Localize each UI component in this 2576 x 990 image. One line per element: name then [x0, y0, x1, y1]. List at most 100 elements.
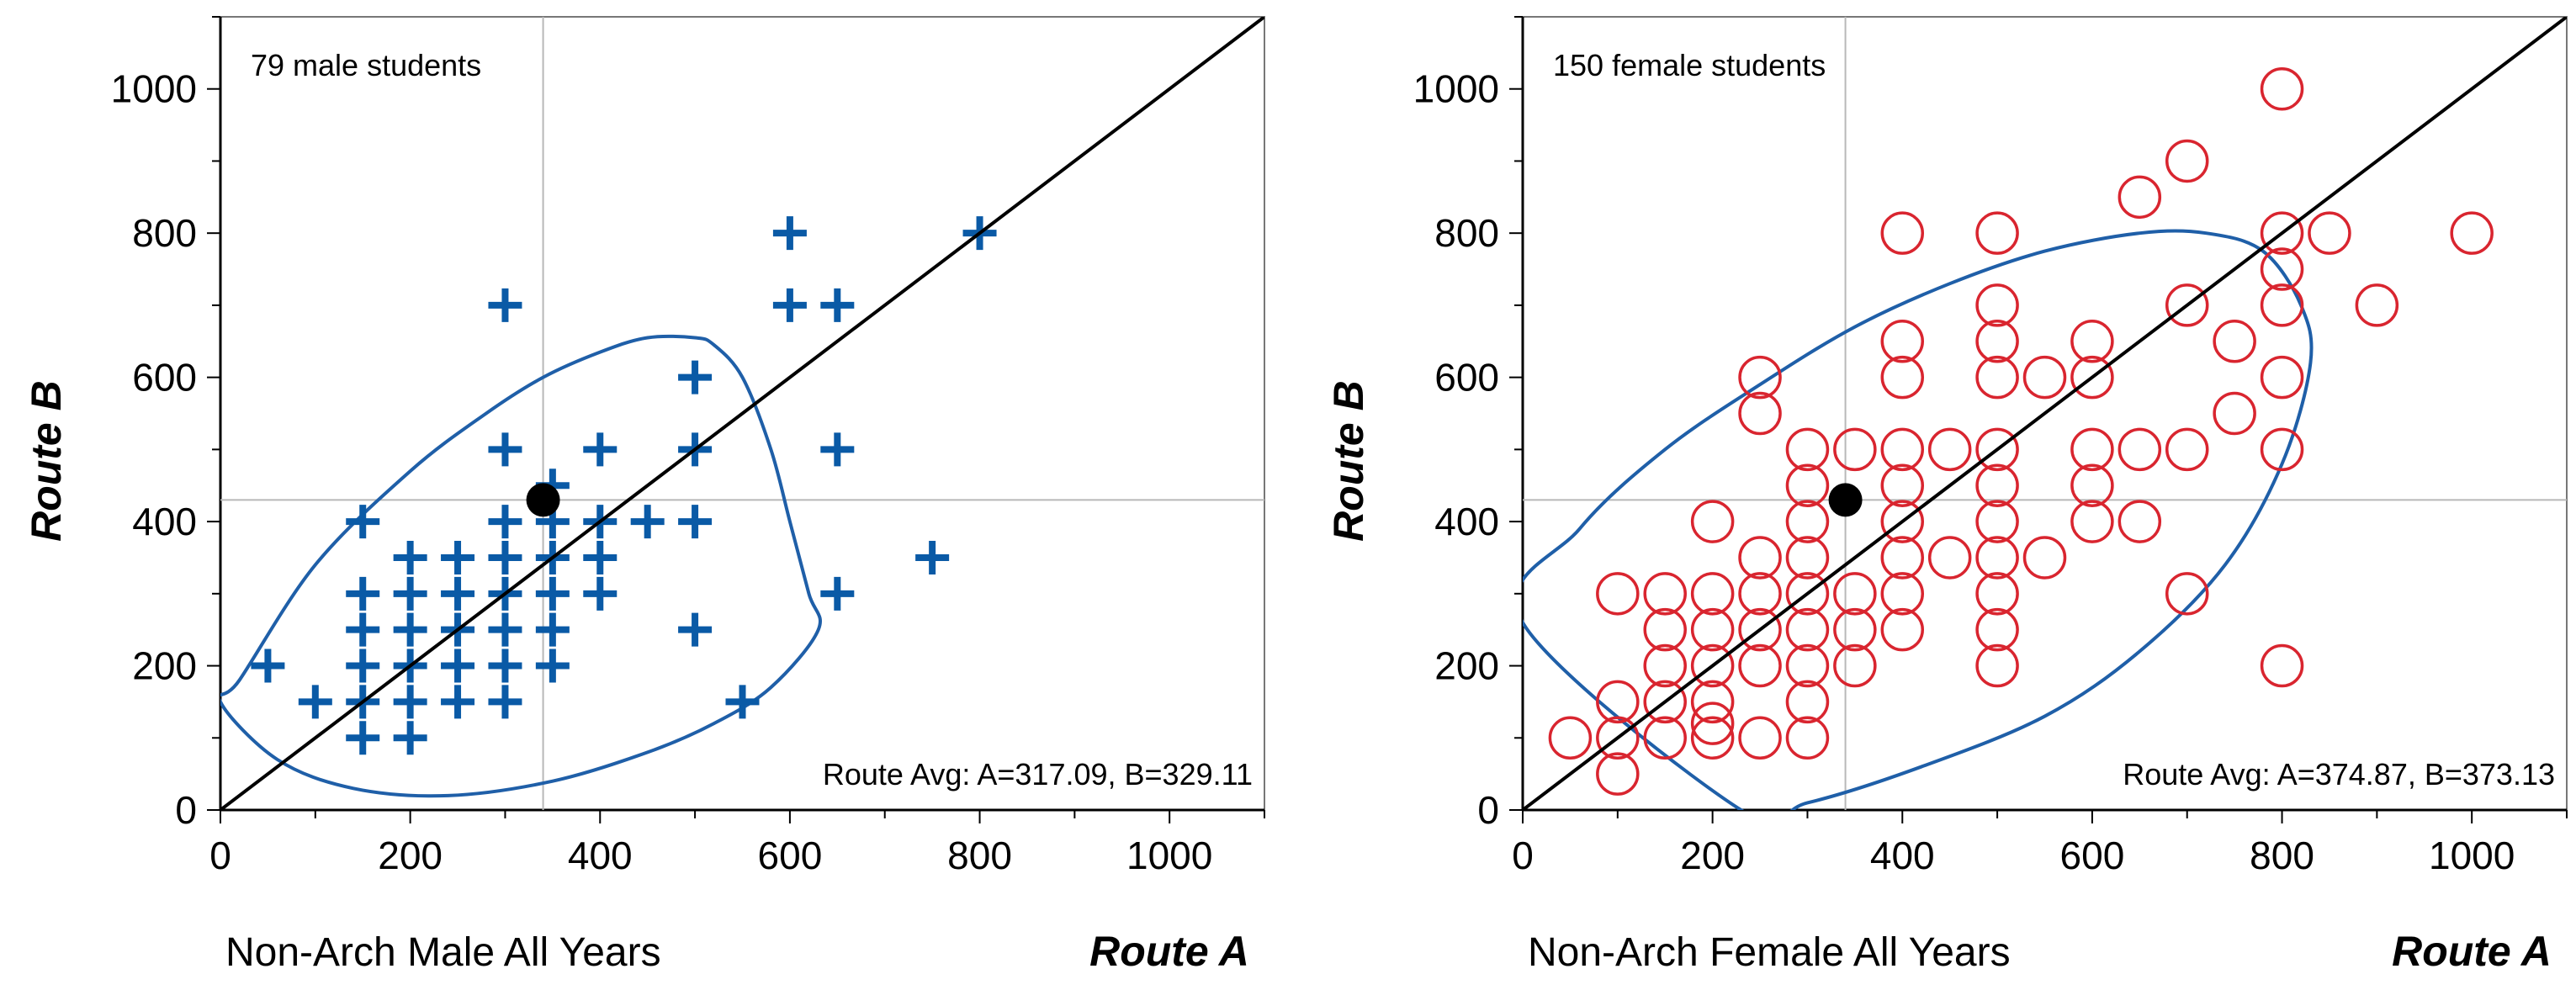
data-point — [1690, 643, 1735, 688]
data-point — [488, 685, 522, 719]
data-point — [393, 540, 427, 574]
x-axis-label: Non-Arch Male All Years — [225, 930, 661, 975]
data-point — [1643, 572, 1687, 616]
data-point — [393, 612, 427, 647]
data-point — [1975, 463, 2019, 507]
data-point — [820, 288, 855, 322]
data-point — [441, 649, 475, 683]
data-point — [1738, 643, 1782, 688]
data-point — [1880, 355, 1925, 400]
data-point — [1880, 211, 1925, 255]
data-point — [2260, 355, 2304, 400]
x-tick-label: 600 — [2060, 834, 2125, 877]
data-point — [1785, 463, 1830, 507]
x-tick-label: 1000 — [2429, 834, 2515, 877]
data-point — [1975, 427, 2019, 472]
data-point — [2070, 500, 2114, 543]
data-point — [1643, 643, 1687, 688]
data-point — [1738, 716, 1782, 760]
data-point — [1596, 572, 1640, 616]
data-point — [1975, 643, 2019, 688]
data-point — [488, 288, 522, 322]
data-point — [2118, 427, 2162, 472]
y-tick-label: 200 — [132, 644, 197, 688]
sample-size-note: 150 female students — [1553, 48, 1826, 82]
data-point — [1596, 752, 1640, 796]
y-tick-label: 200 — [1434, 644, 1499, 688]
data-point — [1738, 572, 1782, 616]
data-point — [2165, 139, 2209, 183]
data-point — [393, 685, 427, 719]
data-point — [2260, 247, 2304, 291]
data-point — [488, 432, 522, 467]
data-point — [1785, 572, 1830, 616]
data-point — [1975, 607, 2019, 652]
data-point — [1927, 427, 1972, 472]
data-point — [772, 216, 807, 251]
x-tick-label: 800 — [947, 834, 1012, 877]
data-point — [488, 540, 522, 574]
data-point — [251, 649, 285, 683]
data-point — [1690, 500, 1735, 543]
data-point — [1690, 572, 1735, 616]
x-axis-title: Route A — [1089, 928, 1249, 975]
data-point — [2118, 175, 2162, 220]
mean-point — [1828, 483, 1863, 517]
data-point — [535, 576, 570, 611]
data-point — [1785, 680, 1830, 724]
data-point — [583, 540, 617, 574]
data-point — [488, 649, 522, 683]
mean-point — [526, 483, 560, 517]
data-point — [1643, 680, 1687, 724]
data-point — [1785, 536, 1830, 580]
data-point — [2260, 283, 2304, 327]
data-point — [1738, 607, 1782, 652]
x-tick-label: 200 — [1680, 834, 1745, 877]
density-ellipse — [1523, 229, 2314, 810]
data-point — [1690, 701, 1735, 745]
x-tick-label: 0 — [209, 834, 231, 877]
data-point — [1785, 716, 1830, 760]
data-point — [1833, 643, 1877, 688]
x-tick-label: 1000 — [1126, 834, 1212, 877]
route-average-note: Route Avg: A=374.87, B=373.13 — [2123, 757, 2555, 791]
x-axis-label: Non-Arch Female All Years — [1528, 930, 2011, 975]
data-point — [2355, 283, 2399, 327]
data-point — [678, 360, 713, 394]
data-point — [1738, 536, 1782, 580]
data-point — [820, 432, 855, 467]
data-point — [1690, 607, 1735, 652]
data-point — [488, 505, 522, 539]
data-point — [2022, 536, 2067, 580]
data-point — [2070, 427, 2114, 472]
density-ellipse — [220, 334, 822, 798]
data-point — [1880, 320, 1925, 363]
data-point — [1596, 680, 1640, 724]
data-point — [1880, 607, 1925, 652]
data-point — [2070, 355, 2114, 400]
data-point — [346, 505, 380, 539]
x-tick-label: 600 — [758, 834, 823, 877]
data-point — [1880, 427, 1925, 472]
y-tick-label: 0 — [1477, 788, 1499, 832]
data-point — [2213, 391, 2256, 436]
data-point — [346, 649, 380, 683]
data-point — [2165, 283, 2209, 327]
x-tick-label: 800 — [2250, 834, 2314, 877]
data-point — [1833, 572, 1877, 616]
x-tick-label: 0 — [1512, 834, 1534, 877]
data-point — [2450, 211, 2494, 255]
x-tick-label: 400 — [568, 834, 633, 877]
data-point — [725, 685, 760, 719]
y-tick-label: 400 — [132, 500, 197, 543]
data-point — [1738, 391, 1782, 436]
data-point — [915, 540, 950, 574]
data-point — [1833, 607, 1877, 652]
data-point — [1880, 500, 1925, 543]
identity-line — [1523, 17, 2567, 810]
y-tick-label: 1000 — [1413, 67, 1499, 111]
y-tick-label: 600 — [1434, 356, 1499, 400]
sample-size-note: 79 male students — [251, 48, 481, 82]
data-point — [1880, 572, 1925, 616]
x-tick-label: 400 — [1870, 834, 1935, 877]
